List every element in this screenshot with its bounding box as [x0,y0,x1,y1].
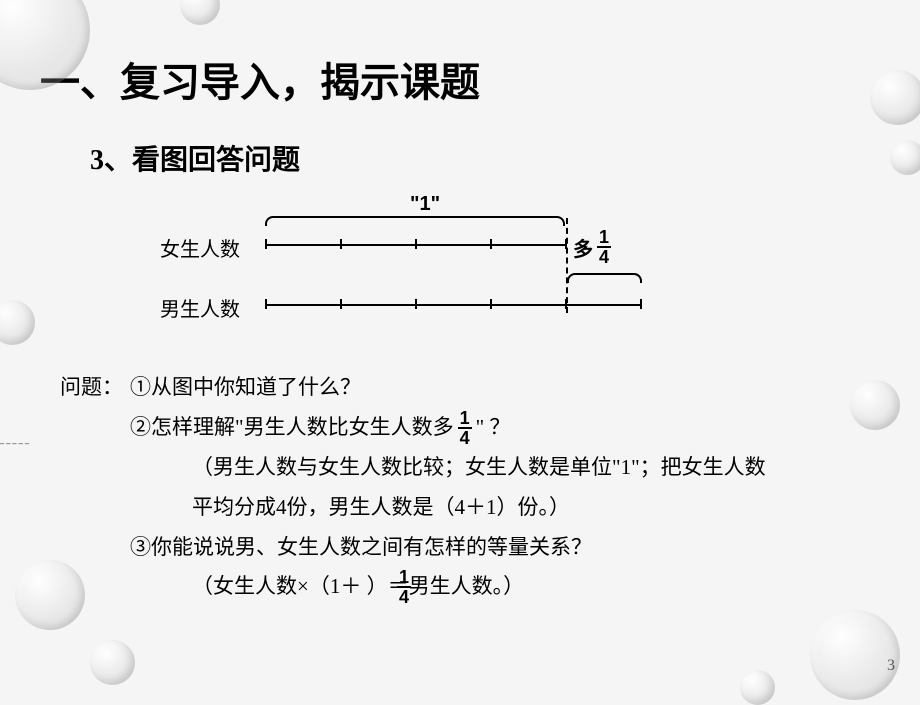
questions-block: 问题： ①从图中你知道了什么？ ②怎样理解"男生人数比女生人数多 1 4 " ？… [60,368,880,607]
question-1: ①从图中你知道了什么？ [130,368,361,408]
decorative-bubble [90,640,135,685]
more-label: 多 [573,233,593,262]
question-2-ans2: 平均分成4份，男生人数是（4＋1）份。） [192,488,570,528]
unit-label: "1" [410,193,440,216]
decorative-bubble [15,560,85,630]
section-title: 一、复习导入，揭示课题 [40,50,880,108]
subtitle: 3、看图回答问题 [90,138,880,178]
question-prefix: 问题： [60,368,130,408]
decorative-bubble [890,140,920,175]
q3-fraction: 1 4 [397,568,411,606]
q2-fraction: 1 4 [458,409,472,447]
question-2a: ②怎样理解"男生人数比女生人数多 [130,408,454,448]
extra-bracket [567,273,642,283]
decorative-bubble [850,380,900,430]
boys-line [265,304,640,306]
side-watermark: ━━━━━ [0,440,31,448]
decorative-bubble [740,670,775,705]
girls-bracket [265,216,565,226]
fraction-quarter: 1 4 [597,228,611,266]
bar-diagram: "1" 女生人数 多 1 4 男生人数 [160,198,880,338]
question-3-ans: （女生人数×（1＋ ）＝男生人数。） [192,567,524,607]
question-3: ③你能说说男、女生人数之间有怎样的等量关系？ [130,528,592,568]
decorative-bubble [810,610,900,700]
decorative-bubble [870,70,920,125]
boys-label: 男生人数 [160,293,260,322]
question-2b: " ？ [476,408,511,448]
girls-label: 女生人数 [160,233,260,262]
question-2-ans1: （男生人数与女生人数比较；女生人数是单位"1"；把女生人数 [192,448,766,488]
